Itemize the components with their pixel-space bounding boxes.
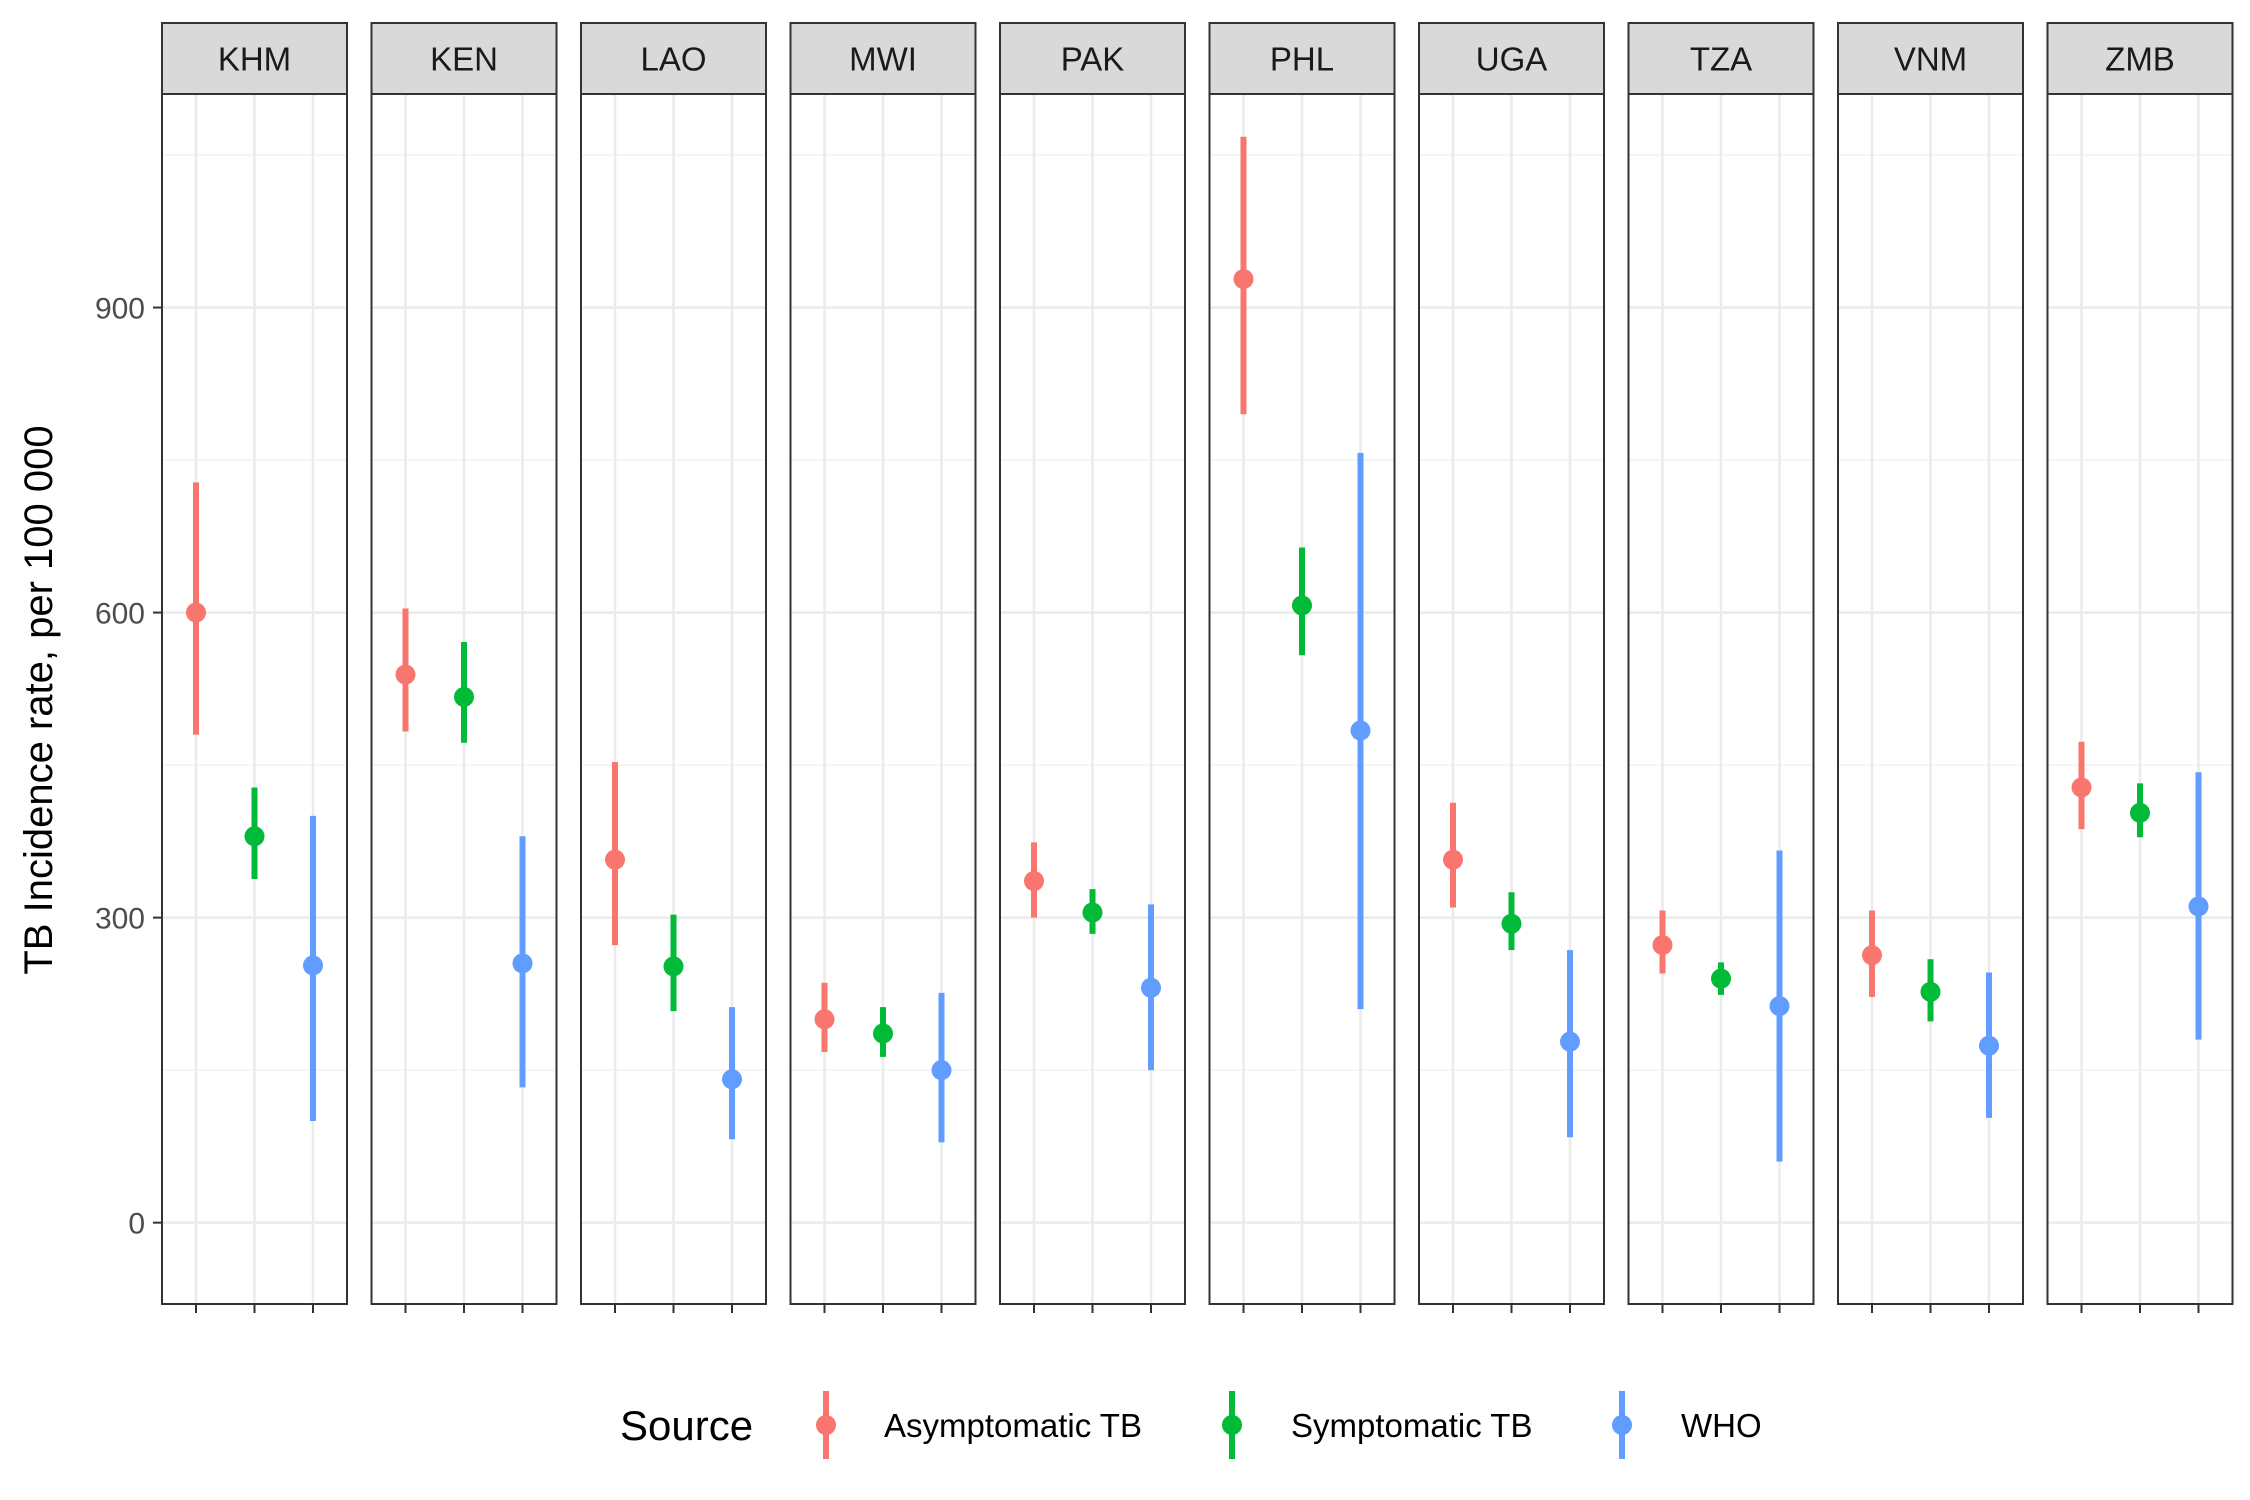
legend: Source Asymptomatic TB Symptomatic TB WHO <box>620 1391 1762 1459</box>
facet-strip <box>370 22 558 95</box>
facet-label: MWI <box>849 41 917 78</box>
legend-item-symptomatic-tb: Symptomatic TB <box>1222 1391 1532 1459</box>
point-symptomatic-tb <box>2130 802 2150 823</box>
facet-strip <box>1208 22 1396 95</box>
point-asymptomatic-tb <box>605 849 625 870</box>
facet-label: KEN <box>430 41 498 78</box>
legend-item-asymptomatic-tb: Asymptomatic TB <box>816 1391 1142 1459</box>
facet-ken: KEN <box>370 22 558 1313</box>
point-who <box>512 953 533 974</box>
point-asymptomatic-tb <box>1443 849 1463 870</box>
facet-khm: KHM <box>161 22 348 1313</box>
facet-strip <box>1418 22 1605 95</box>
point-asymptomatic-tb <box>1024 871 1044 892</box>
point-asymptomatic-tb <box>1652 935 1673 956</box>
facet-mwi: MWI <box>789 22 977 1313</box>
facet-pak: PAK <box>999 22 1186 1313</box>
point-asymptomatic-tb <box>2071 777 2092 798</box>
y-tick-label: 900 <box>95 293 145 326</box>
facet-strip <box>789 22 977 95</box>
legend-key-point <box>816 1415 836 1435</box>
legend-item-who: WHO <box>1612 1391 1762 1459</box>
facet-label: PAK <box>1061 41 1125 78</box>
facet-label: LAO <box>640 41 706 78</box>
facet-panels: KHM KEN LAO MWI PAK PHL UGA TZA VNM ZMB <box>161 22 2234 1313</box>
legend-title: Source <box>620 1402 753 1449</box>
facet-label: PHL <box>1270 41 1334 78</box>
point-who <box>1769 996 1790 1017</box>
point-who <box>2188 896 2209 917</box>
facet-label: UGA <box>1476 41 1548 78</box>
facet-strip <box>580 22 767 95</box>
point-symptomatic-tb <box>1501 913 1522 934</box>
point-asymptomatic-tb <box>1862 945 1882 966</box>
point-symptomatic-tb <box>1920 981 1941 1002</box>
y-axis-title: TB Incidence rate, per 100 000 <box>17 425 61 974</box>
point-asymptomatic-tb <box>1233 269 1254 290</box>
point-symptomatic-tb <box>1082 902 1103 923</box>
facet-label: TZA <box>1690 41 1752 78</box>
y-tick-label: 0 <box>128 1208 145 1241</box>
facet-label: ZMB <box>2105 41 2175 78</box>
point-who <box>303 955 323 976</box>
point-who <box>1141 977 1161 998</box>
facet-strip <box>161 22 348 95</box>
point-symptomatic-tb <box>663 956 684 977</box>
facet-strip <box>999 22 1186 95</box>
facet-label: VNM <box>1894 41 1967 78</box>
legend-key-point <box>1612 1415 1632 1435</box>
point-asymptomatic-tb <box>395 664 416 685</box>
point-who <box>931 1060 952 1081</box>
point-who <box>1979 1035 1999 1056</box>
facet-vnm: VNM <box>1837 22 2024 1313</box>
facet-tza: TZA <box>1627 22 1815 1313</box>
facet-lao: LAO <box>580 22 767 1313</box>
facet-label: KHM <box>218 41 291 78</box>
facet-uga: UGA <box>1418 22 1605 1313</box>
legend-key-point <box>1222 1415 1242 1435</box>
facet-strip <box>2046 22 2234 95</box>
legend-label: Symptomatic TB <box>1291 1407 1532 1444</box>
point-symptomatic-tb <box>1711 968 1731 989</box>
facet-zmb: ZMB <box>2046 22 2234 1313</box>
legend-label: WHO <box>1681 1407 1762 1444</box>
legend-label: Asymptomatic TB <box>884 1407 1142 1444</box>
y-tick-label: 300 <box>95 903 145 936</box>
point-who <box>1560 1031 1580 1052</box>
point-symptomatic-tb <box>244 826 265 847</box>
facet-strip <box>1837 22 2024 95</box>
point-asymptomatic-tb <box>814 1009 835 1030</box>
facet-phl: PHL <box>1208 22 1396 1313</box>
y-axis: 0 300 600 900 <box>95 293 162 1241</box>
point-symptomatic-tb <box>873 1023 893 1044</box>
point-symptomatic-tb <box>454 686 474 707</box>
facet-strip <box>1627 22 1815 95</box>
point-who <box>1350 720 1371 741</box>
point-symptomatic-tb <box>1292 595 1312 616</box>
point-asymptomatic-tb <box>186 602 206 623</box>
y-tick-label: 600 <box>95 598 145 631</box>
point-who <box>722 1069 742 1090</box>
